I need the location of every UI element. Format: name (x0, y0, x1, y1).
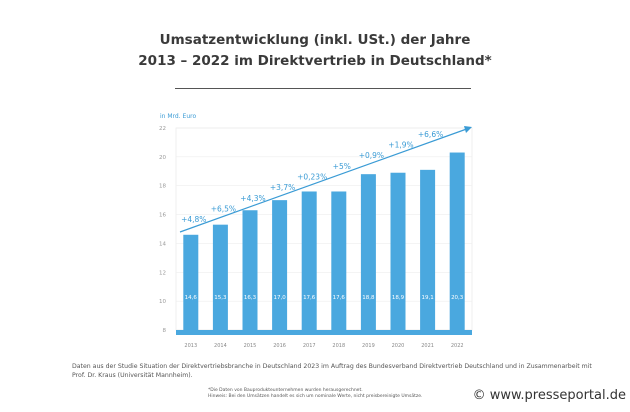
growth-label: +5% (333, 162, 351, 171)
growth-label: +6,5% (211, 204, 236, 213)
y-tick-label: 18 (159, 184, 166, 190)
chart-title-line2: 2013 – 2022 im Direktvertrieb in Deutsch… (138, 53, 492, 69)
y-tick-label: 20 (159, 155, 166, 161)
x-tick-label: 2019 (362, 343, 375, 349)
watermark: © www.presseportal.de (472, 388, 626, 403)
footnote-2: Hinweis: Bei den Umsätzen handelt es sic… (208, 394, 423, 399)
value-label: 18,9 (392, 295, 405, 301)
y-tick-label: 14 (159, 241, 166, 247)
value-label: 20,3 (451, 295, 464, 301)
chart-title-line1: Umsatzentwicklung (inkl. USt.) der Jahre (159, 32, 471, 48)
x-tick-label: 2014 (214, 343, 227, 349)
growth-label: +4,3% (240, 194, 265, 203)
x-tick-label: 2017 (303, 343, 316, 349)
footnote-1: *Die Daten von Bauprodukteunternehmen wu… (208, 388, 363, 393)
bar-2014 (212, 224, 228, 335)
x-tick-label: 2022 (451, 343, 464, 349)
value-label: 17,6 (303, 295, 316, 301)
x-tick-label: 2015 (244, 343, 257, 349)
value-label: 16,3 (244, 295, 257, 301)
bar-2015 (242, 210, 258, 335)
value-label: 15,3 (214, 295, 227, 301)
bar-2021 (420, 169, 436, 335)
value-label: 17,6 (333, 295, 346, 301)
x-tick-label: 2013 (184, 343, 197, 349)
growth-label: +6,6% (418, 130, 443, 139)
bar-2013 (183, 234, 199, 335)
x-tick-label: 2021 (421, 343, 434, 349)
title-divider (175, 88, 471, 89)
trend-arrow-line (179, 127, 469, 233)
y-tick-label: 16 (159, 213, 166, 219)
growth-label: +4,8% (181, 215, 206, 224)
x-tick-label: 2020 (392, 343, 405, 349)
baseline-band (176, 330, 472, 335)
trend-arrowhead-icon (464, 126, 472, 133)
source-note: Daten aus der Studie Situation der Direk… (72, 363, 592, 379)
x-tick-label: 2018 (332, 343, 345, 349)
bar-2020 (390, 172, 406, 335)
bar-2018 (331, 191, 347, 335)
growth-label: +0,9% (359, 151, 384, 160)
growth-label: +1,9% (388, 141, 413, 150)
x-tick-label: 2016 (273, 343, 286, 349)
bar-2017 (301, 191, 317, 335)
y-axis-label: in Mrd. Euro (160, 113, 196, 120)
bar-2016 (272, 200, 288, 335)
y-tick-label: 10 (159, 299, 166, 305)
y-tick-label: 12 (159, 270, 166, 276)
growth-label: +3,7% (270, 183, 295, 192)
value-label: 17,0 (273, 295, 286, 301)
growth-label: +0,23% (297, 172, 327, 181)
bar-2019 (360, 174, 376, 335)
value-label: 18,8 (362, 295, 375, 301)
y-tick-label: 22 (159, 126, 166, 132)
value-label: 14,6 (185, 295, 198, 301)
value-label: 19,1 (421, 295, 433, 301)
y-tick-label: 8 (163, 328, 167, 334)
bar-2022 (449, 152, 465, 335)
